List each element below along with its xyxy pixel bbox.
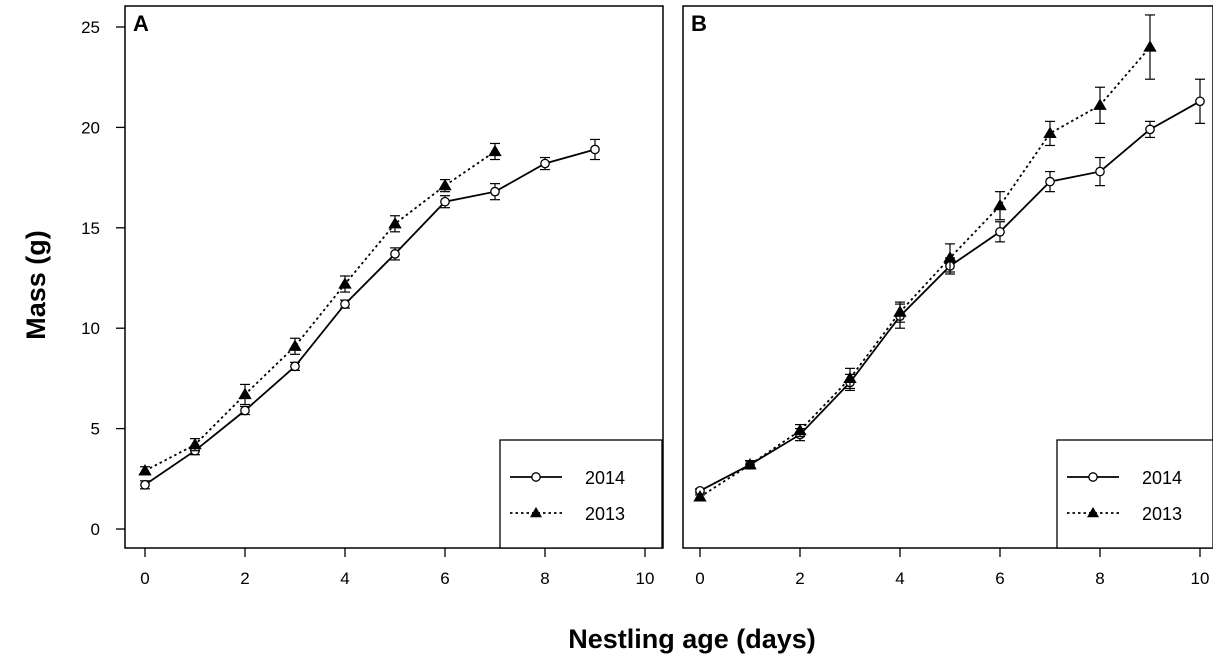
point-a-2014-5 [390, 249, 400, 259]
x-tick-label-a-0: 0 [140, 569, 149, 588]
x-tick-label-b-6: 6 [995, 569, 1004, 588]
point-a-2013-2 [238, 387, 252, 400]
legend-label-a-2013: 2013 [585, 504, 625, 524]
legend-label-a-2014: 2014 [585, 468, 625, 488]
x-tick-label-a-2: 2 [240, 569, 249, 588]
point-b-2013-3 [843, 371, 857, 384]
series-a-2013 [138, 142, 502, 476]
x-tick-label-a-6: 6 [440, 569, 449, 588]
point-b-2014-7 [1045, 176, 1055, 187]
point-a-2014-8 [540, 158, 550, 169]
y-tick-label-20: 20 [81, 118, 100, 137]
plot-frame-b [682, 5, 1213, 549]
point-a-2013-3 [288, 339, 302, 351]
series-line-a-2014 [144, 148, 596, 486]
point-b-2013-1 [743, 457, 757, 470]
point-b-2013-5 [943, 251, 957, 263]
x-tick-label-a-10: 10 [636, 569, 655, 588]
legend-a: 2014 2013 [499, 439, 663, 549]
series-a-2014 [140, 138, 600, 490]
y-tick-label-5: 5 [91, 420, 100, 439]
point-a-2013-4 [338, 277, 352, 289]
legend-marker-a-2014 [531, 472, 541, 482]
point-a-2014-4 [340, 299, 350, 309]
point-a-2014-9 [590, 144, 600, 155]
legend-marker-a-2013 [530, 507, 542, 518]
point-b-2013-0 [693, 490, 707, 502]
x-tick-label-b-0: 0 [695, 569, 704, 588]
series-line-a-2013 [144, 150, 496, 472]
point-a-2013-0 [138, 463, 152, 476]
x-tick-label-a-4: 4 [340, 569, 349, 588]
series-b-2013 [693, 14, 1157, 502]
x-tick-label-b-10: 10 [1191, 569, 1210, 588]
y-tick-label-25: 25 [81, 18, 100, 37]
x-tick-label-a-8: 8 [540, 569, 549, 588]
legend-label-b-2013: 2013 [1142, 504, 1182, 524]
point-a-2013-6 [438, 178, 452, 191]
point-b-2014-10 [1195, 96, 1205, 107]
point-a-2014-2 [240, 405, 250, 416]
plot-frame-a [124, 5, 664, 549]
legend-marker-b-2014 [1088, 472, 1098, 482]
panel-label-b: B [691, 11, 707, 36]
series-line-b-2013 [699, 46, 1151, 498]
panel-a: A 0 2 4 6 8 10 0 5 10 15 20 25 2014 2013 [81, 5, 664, 588]
point-b-2013-4 [893, 305, 907, 317]
y-tick-label-0: 0 [91, 520, 100, 539]
point-b-2013-8 [1093, 98, 1107, 110]
legend-box-a [499, 439, 663, 549]
legend-marker-b-2013 [1087, 507, 1099, 518]
series-line-b-2014 [699, 100, 1201, 492]
point-a-2014-6 [440, 196, 450, 207]
panel-label-a: A [133, 11, 149, 36]
point-a-2014-0 [140, 479, 150, 490]
y-axis-title: Mass (g) [21, 230, 51, 340]
x-tick-label-b-8: 8 [1095, 569, 1104, 588]
series-b-2014 [695, 78, 1205, 496]
point-a-2014-3 [290, 361, 300, 372]
legend-label-b-2014: 2014 [1142, 468, 1182, 488]
point-b-2014-9 [1145, 124, 1155, 135]
y-tick-label-10: 10 [81, 319, 100, 338]
x-tick-label-b-2: 2 [795, 569, 804, 588]
point-b-2013-2 [793, 423, 807, 436]
point-b-2014-8 [1095, 166, 1105, 177]
x-tick-label-b-4: 4 [895, 569, 904, 588]
point-a-2013-1 [188, 437, 202, 450]
point-a-2014-7 [490, 186, 500, 197]
point-b-2013-7 [1043, 126, 1057, 139]
panel-b: B 0 2 4 6 8 10 2014 2013 [682, 5, 1213, 588]
point-b-2014-6 [995, 226, 1005, 237]
point-b-2013-6 [993, 198, 1007, 211]
x-axis-title: Nestling age (days) [568, 624, 816, 654]
point-a-2013-7 [488, 144, 502, 157]
point-b-2013-9 [1143, 40, 1157, 52]
legend-b: 2014 2013 [1056, 439, 1213, 549]
point-a-2013-5 [388, 216, 402, 229]
legend-box-b [1056, 439, 1213, 549]
y-tick-label-15: 15 [81, 219, 100, 238]
